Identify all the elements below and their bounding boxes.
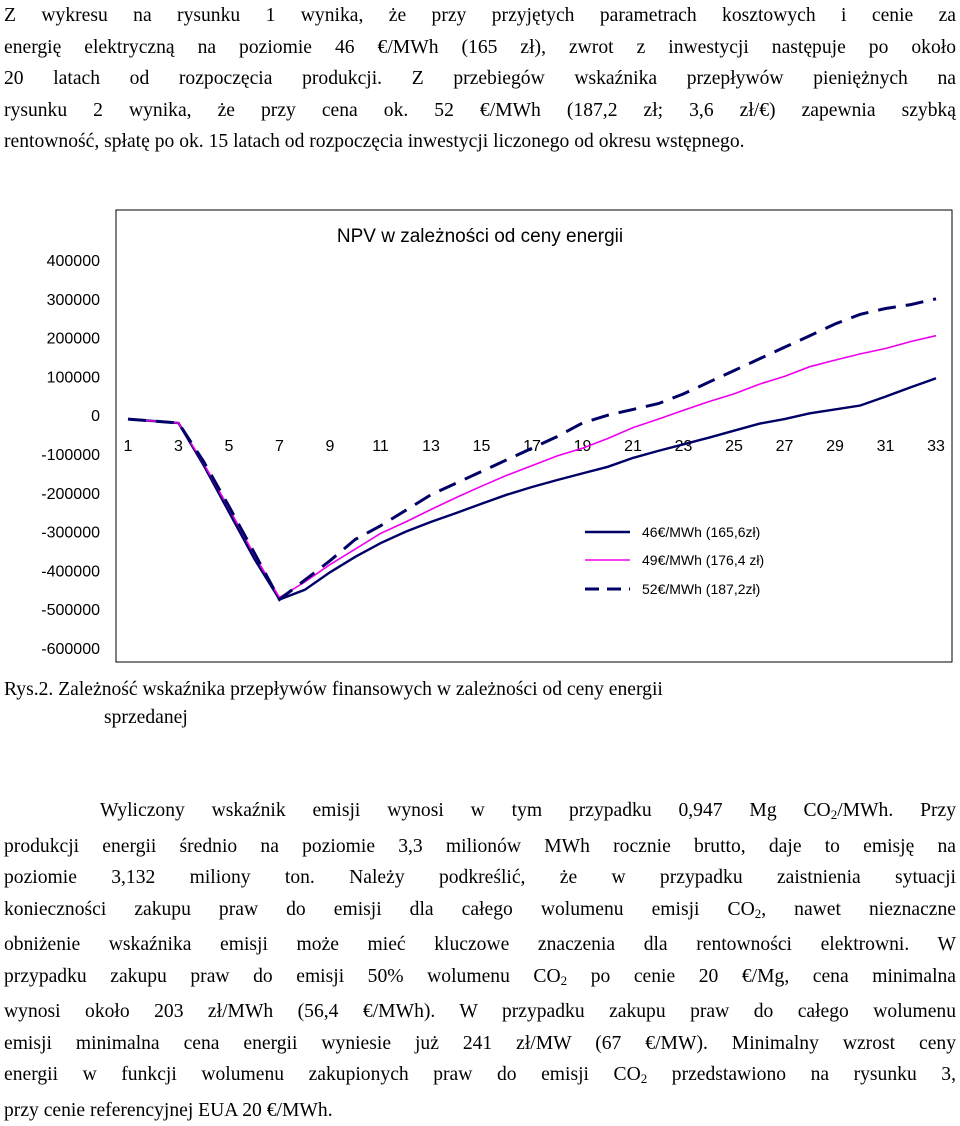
- paragraph-line: energii w funkcji wolumenu zakupionych p…: [4, 1059, 956, 1095]
- x-tick-label: 9: [326, 438, 335, 455]
- x-tick-label: 33: [927, 438, 945, 455]
- caption-line: sprzedanej: [4, 704, 663, 732]
- y-tick-label: 100000: [47, 369, 100, 386]
- paragraph-line: energię elektryczną na poziomie 46 €/MWh…: [4, 32, 956, 64]
- paragraph-line: 20 latach od rozpoczęcia produkcji. Z pr…: [4, 63, 956, 95]
- x-tick-label: 3: [174, 438, 183, 455]
- paragraph-line: przypadku zakupu praw do emisji 50% wolu…: [4, 961, 956, 997]
- y-tick-label: -100000: [41, 447, 100, 464]
- x-tick-label: 15: [473, 438, 491, 455]
- paragraph-line: poziomie 3,132 miliony ton. Należy podkr…: [4, 862, 956, 894]
- x-tick-label: 11: [372, 438, 389, 455]
- x-tick-label: 25: [725, 438, 743, 455]
- paragraph-line: wynosi około 203 zł/MWh (56,4 €/MWh). W …: [4, 996, 956, 1028]
- y-tick-label: -500000: [41, 602, 100, 619]
- x-tick-label: 21: [624, 438, 642, 455]
- npv-chart: NPV w zależności od ceny energii 400000 3…: [0, 200, 960, 670]
- y-tick-label: -200000: [41, 486, 100, 503]
- y-tick-label: 400000: [47, 253, 100, 270]
- x-tick-label: 29: [826, 438, 844, 455]
- y-tick-label: -300000: [41, 525, 100, 542]
- caption-line: Rys.2. Zależność wskaźnika przepływów fi…: [4, 679, 663, 700]
- y-tick-label: -400000: [41, 563, 100, 580]
- paragraph-line: rentowność, spłatę po ok. 15 latach od r…: [4, 126, 956, 158]
- x-tick-label: 7: [275, 438, 284, 455]
- legend-label: 49€/MWh (176,4 zł): [642, 552, 764, 568]
- x-tick-label: 27: [776, 438, 794, 455]
- paragraph-line: rysunku 2 wynika, że przy cena ok. 52 €/…: [4, 95, 956, 127]
- paragraph-line: Z wykresu na rysunku 1 wynika, że przy p…: [4, 0, 956, 32]
- x-tick-label: 1: [124, 438, 133, 455]
- y-tick-label: 300000: [47, 292, 100, 309]
- figure-caption: Rys.2. Zależność wskaźnika przepływów fi…: [4, 676, 663, 732]
- y-tick-label: 0: [91, 408, 100, 425]
- paragraph-line: emisji minimalna cena energii wyniesie j…: [4, 1028, 956, 1060]
- intro-paragraph: Z wykresu na rysunku 1 wynika, że przy p…: [4, 0, 956, 158]
- paragraph-line: konieczności zakupu praw do emisji dla c…: [4, 894, 956, 930]
- paragraph-line: obniżenie wskaźnika emisji może mieć klu…: [4, 929, 956, 961]
- legend-label: 46€/MWh (165,6zł): [642, 524, 760, 540]
- x-tick-label: 31: [877, 438, 895, 455]
- plot-area: [116, 210, 952, 662]
- paragraph-line: Wyliczony wskaźnik emisji wynosi w tym p…: [4, 795, 956, 831]
- emission-paragraph: Wyliczony wskaźnik emisji wynosi w tym p…: [4, 795, 956, 1126]
- legend-label: 52€/MWh (187,2zł): [642, 581, 760, 597]
- y-axis: 400000 300000 200000 100000 0 -100000 -200000 -…: [41, 253, 100, 658]
- x-tick-label: 5: [225, 438, 234, 455]
- y-tick-label: -600000: [41, 641, 100, 658]
- paragraph-line: produkcji energii średnio na poziomie 3,…: [4, 831, 956, 863]
- x-tick-label: 13: [422, 438, 440, 455]
- y-tick-label: 200000: [47, 331, 100, 348]
- paragraph-line: przy cenie referencyjnej EUA 20 €/MWh.: [4, 1095, 956, 1126]
- chart-title: NPV w zależności od ceny energii: [337, 226, 623, 247]
